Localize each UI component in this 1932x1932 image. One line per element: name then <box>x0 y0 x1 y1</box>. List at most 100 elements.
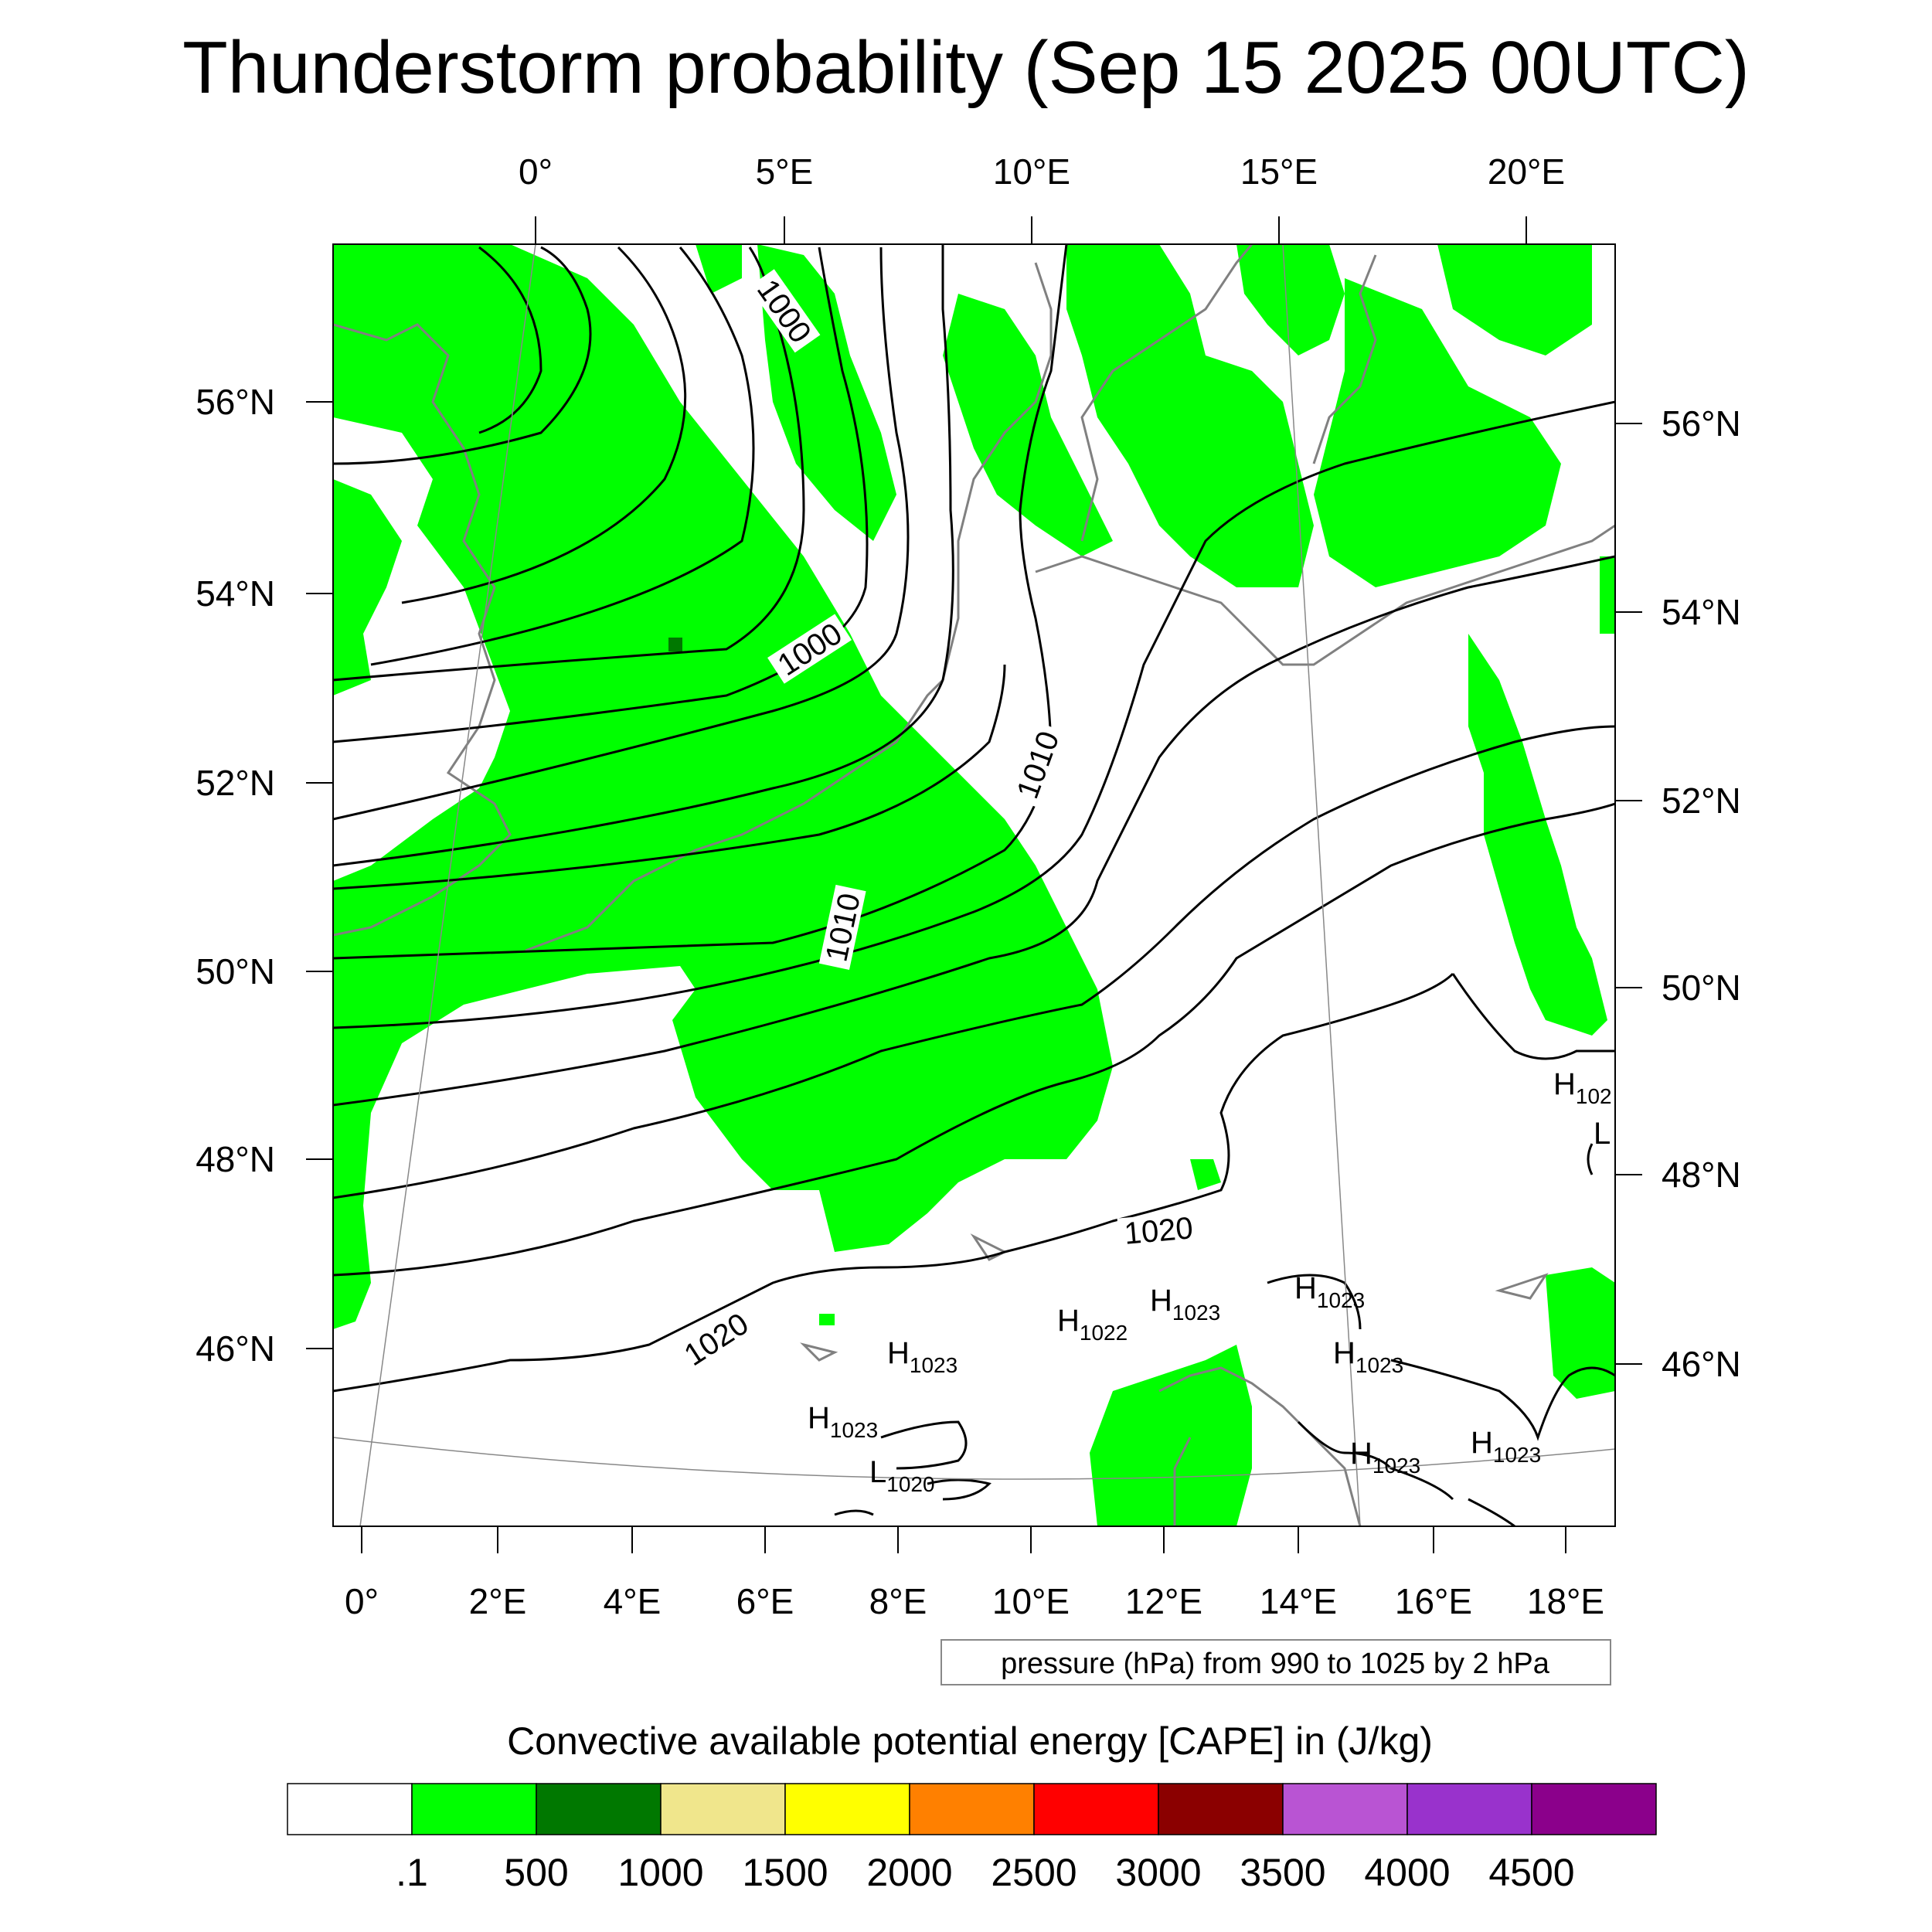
colorbar-tick-label: 3000 <box>1115 1851 1201 1894</box>
pressure-centers: H102 L H1023 H1023 H1022 H1023 H1023 H10… <box>808 1067 1612 1496</box>
cape-area-east-right <box>1600 556 1615 634</box>
bottom-longitude-labels: 0° 2°E 4°E 6°E 8°E 10°E 12°E 14°E 16°E 1… <box>345 1581 1604 1621</box>
pressure-center: H1023 <box>1350 1437 1420 1478</box>
pressure-center: H1023 <box>1471 1426 1541 1467</box>
left-lat-label: 50°N <box>196 951 275 992</box>
colorbar-swatch <box>1531 1783 1657 1835</box>
coastline-italy <box>1173 1437 1192 1526</box>
cape-area-adriatic <box>1090 1345 1252 1526</box>
isobar-line <box>333 247 910 821</box>
left-latitude-labels: 56°N 54°N 52°N 50°N 48°N 46°N <box>196 382 275 1369</box>
bottom-lon-label: 4°E <box>604 1581 662 1621</box>
center-value: 1023 <box>830 1418 878 1442</box>
coastline-france <box>525 679 944 952</box>
bottom-lon-label: 0° <box>345 1581 379 1621</box>
bottom-lon-label: 10°E <box>992 1581 1070 1621</box>
cape-area-east-band <box>1468 634 1607 1036</box>
coastline-lake-2 <box>970 1233 1008 1261</box>
isobar-line <box>333 664 1006 890</box>
cape-area-north-west-top <box>696 244 742 294</box>
isobar-line <box>333 555 1615 1107</box>
bottom-lon-label: 18°E <box>1527 1581 1604 1621</box>
colorbar-swatch <box>1158 1783 1284 1835</box>
isobar-line <box>333 244 954 867</box>
bottom-lon-label: 16°E <box>1395 1581 1472 1621</box>
colorbar-tick-label: 3500 <box>1240 1851 1325 1894</box>
top-lon-label: 15°E <box>1240 151 1318 192</box>
cape-area-north-center <box>943 294 1113 556</box>
isobar-line <box>333 247 869 743</box>
isobar-line <box>834 1509 874 1516</box>
center-letter: H <box>1350 1437 1372 1471</box>
center-letter: H <box>808 1401 830 1435</box>
center-value: 1023 <box>1493 1443 1541 1467</box>
bottom-lon-label: 2°E <box>469 1581 527 1621</box>
coastline-denmark <box>941 262 1053 681</box>
center-letter: L <box>1594 1117 1611 1151</box>
pressure-center: L1020 <box>869 1455 935 1496</box>
colorbar-swatch <box>909 1783 1035 1835</box>
isobar-line <box>1587 1143 1594 1175</box>
cape-area-small-blob-2 <box>819 1314 835 1325</box>
bottom-lon-label: 12°E <box>1125 1581 1202 1621</box>
isobar-line <box>880 1420 968 1470</box>
cape-area-north-east <box>1236 244 1345 355</box>
colorbar-tick-label: .1 <box>396 1851 428 1894</box>
left-lat-label: 56°N <box>196 382 275 422</box>
graticule <box>333 244 1615 1526</box>
pressure-center: H1023 <box>887 1336 957 1377</box>
contour-info-text: pressure (hPa) from 990 to 1025 by 2 hPa <box>1001 1648 1550 1680</box>
center-letter: H <box>1471 1426 1493 1460</box>
pressure-center: H1023 <box>1294 1271 1365 1312</box>
right-lat-label: 52°N <box>1662 781 1741 821</box>
pressure-center: H1023 <box>1333 1336 1403 1377</box>
colorbar-tick-label: 4000 <box>1364 1851 1450 1894</box>
isobar-line <box>333 972 1454 1393</box>
coastline-britain <box>333 323 512 937</box>
right-lat-label: 48°N <box>1662 1155 1741 1195</box>
colorbar-tick-label: 2000 <box>866 1851 952 1894</box>
meridian-15e <box>1282 244 1361 1526</box>
right-lat-label: 54°N <box>1662 592 1741 632</box>
contour-info-frame <box>940 1639 1611 1685</box>
cape-area-high-patch <box>668 638 682 651</box>
center-value: 1020 <box>886 1472 934 1496</box>
cape-area-small-blob-1 <box>1190 1159 1221 1190</box>
left-lat-label: 46°N <box>196 1328 275 1369</box>
tick-marks <box>306 216 1642 1553</box>
isobar-line <box>370 247 755 666</box>
center-value: 102 <box>1576 1084 1612 1108</box>
cape-area-west-coast <box>333 479 402 696</box>
pressure-center: H1023 <box>1150 1284 1220 1325</box>
isobar-line <box>333 400 1615 1029</box>
right-lat-label: 56°N <box>1662 403 1741 444</box>
left-lat-label: 54°N <box>196 573 275 614</box>
isobar-line <box>401 246 687 604</box>
center-value: 1023 <box>1317 1288 1365 1312</box>
pressure-center: L <box>1594 1117 1611 1151</box>
center-letter: H <box>1057 1304 1080 1338</box>
center-letter: H <box>1553 1067 1576 1101</box>
colorbar-tick-label: 4500 <box>1488 1851 1574 1894</box>
center-value: 1023 <box>1355 1353 1403 1377</box>
isobar-line <box>1267 1274 1362 1330</box>
center-value: 1022 <box>1080 1321 1128 1345</box>
cape-shading <box>333 244 1615 1526</box>
center-letter: H <box>1150 1284 1172 1318</box>
cape-area-baltic <box>1314 278 1561 587</box>
isobar-line <box>333 802 1615 1277</box>
colorbar-swatch <box>411 1783 537 1835</box>
pressure-center: H1023 <box>808 1401 878 1442</box>
colorbar-title: Convective available potential energy [C… <box>507 1719 1433 1763</box>
isobar-line <box>1390 1359 1615 1441</box>
coastline-lake-1 <box>800 1342 838 1362</box>
colorbar-tick-label: 2500 <box>991 1851 1077 1894</box>
meridian-0 <box>359 244 536 1526</box>
cape-area-southeast <box>1546 1267 1615 1399</box>
right-lat-label: 50°N <box>1662 968 1741 1008</box>
colorbar-swatch <box>287 1783 413 1835</box>
isobar-line <box>1468 1498 1515 1526</box>
plot-frame <box>332 243 1616 1527</box>
top-lon-label: 10°E <box>993 151 1070 192</box>
